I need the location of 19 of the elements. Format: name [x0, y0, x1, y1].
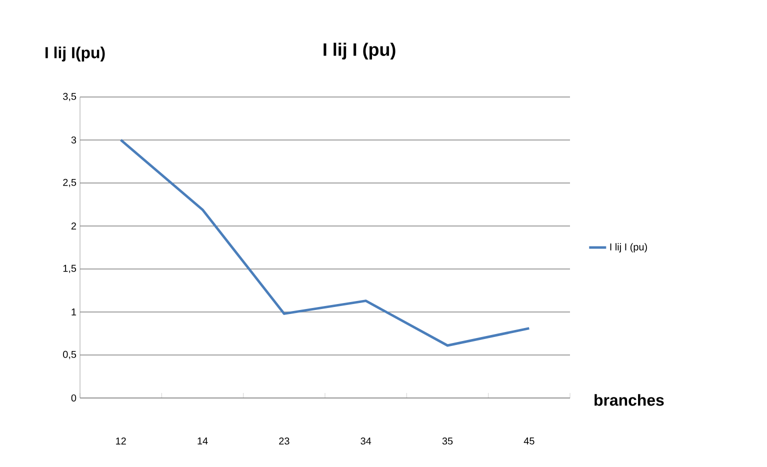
line-series	[120, 138, 530, 347]
y-tick-label: 3	[71, 136, 76, 144]
x-tick-label: 34	[360, 438, 372, 445]
y-tick-label: 1	[72, 308, 76, 316]
y-tick-label: 0,5	[63, 350, 76, 360]
y-tick-label: 2	[71, 222, 76, 230]
y-tick-label: 3,5	[63, 92, 76, 102]
y-tick-label: 2,5	[63, 178, 76, 188]
chart-title: I lij I (pu)	[324, 42, 396, 60]
x-tick-label: 12	[116, 438, 126, 444]
x-tick-label: 45	[524, 438, 534, 444]
y-tick-label: 0	[71, 394, 76, 402]
y-tick-label: 1,5	[63, 264, 76, 274]
x-tick-label: 14	[198, 438, 208, 444]
x-tick-label: 35	[442, 438, 453, 445]
y-axis-title: I lij I(pu)	[46, 46, 105, 62]
legend-label: I lij I (pu)	[610, 243, 647, 252]
x-tick-label: 23	[279, 438, 290, 445]
x-axis-title: branches	[594, 394, 664, 406]
